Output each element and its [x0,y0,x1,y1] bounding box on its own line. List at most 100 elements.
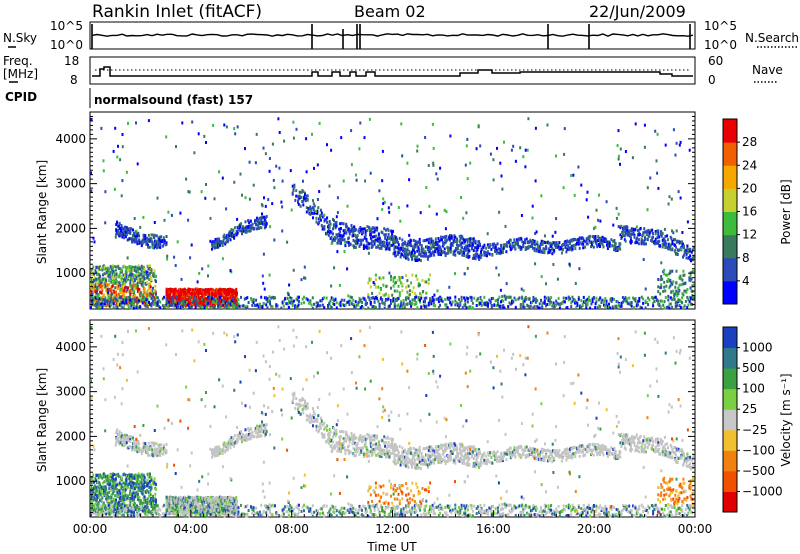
power-pixel [433,253,436,257]
power-pixel [611,305,614,309]
power-pixel [111,268,114,271]
power-pixel [156,196,159,200]
power-pixel [690,277,693,281]
power-pixel [659,292,662,296]
power-pixel [126,288,129,292]
velocity-pixel [108,501,111,505]
power-pixel [663,285,666,289]
power-pixel [340,221,343,225]
power-pixel [388,304,391,308]
power-pixel [543,249,546,253]
power-pixel [545,282,547,286]
power-pixel [136,272,139,276]
power-pixel [92,265,95,269]
power-pixel [175,305,178,309]
power-pixel [458,234,461,238]
power-pixel [540,239,543,243]
power-pixel [557,296,560,300]
velocity-pixel [97,476,100,480]
power-pixel [659,305,662,309]
power-pixel [625,297,628,301]
power-pixel [331,239,334,243]
power-pixel [410,304,413,308]
power-pixel [485,246,488,250]
power-pixel [195,299,198,302]
power-pixel [676,304,679,308]
power-pixel [175,145,177,149]
power-pixel [486,251,489,255]
power-pixel [458,298,460,301]
power-pixel [469,295,472,299]
power-pixel [392,229,394,233]
power-pixel [405,302,408,306]
power-pixel [419,283,421,287]
power-pixel [228,299,231,303]
power-pixel [531,300,534,304]
power-pixel [561,301,564,305]
power-pixel [615,306,618,310]
power-pixel [165,135,168,139]
power-pixel [186,303,188,307]
power-pixel [630,304,633,308]
power-pixel [532,306,535,310]
power-pixel [326,231,329,235]
power-pixel [304,199,307,203]
power-pixel [374,285,377,289]
power-pixel [482,245,485,249]
power-pixel [550,300,553,304]
power-pixel [144,234,147,238]
power-pixel [661,242,664,246]
power-pixel [362,306,365,310]
power-pixel [426,257,429,261]
power-pixel [674,250,677,254]
power-pixel [474,239,477,243]
power-pixel [126,256,129,260]
power-pixel [338,302,341,306]
power-pixel [312,206,314,210]
power-pixel [245,306,247,310]
velocity-pixel [102,501,105,505]
power-pixel [387,297,390,301]
power-pixel [692,295,695,299]
power-pixel [115,232,118,236]
power-pixel [519,305,522,309]
power-pixel [468,305,471,309]
power-pixel [643,242,646,246]
power-pixel [367,295,370,299]
power-pixel [536,305,539,308]
power-pixel [259,220,262,224]
power-pixel [690,302,692,306]
power-pixel [580,305,583,309]
power-pixel [223,288,226,292]
velocity-pixel [98,495,101,499]
power-pixel [636,236,639,240]
power-pixel [298,194,301,198]
power-pixel [339,233,342,237]
power-pixel [394,241,397,244]
power-pixel [422,247,425,251]
power-pixel [170,303,173,307]
power-pixel [652,296,655,300]
power-pixel [273,238,276,242]
power-pixel [169,303,172,307]
power-pixel [214,297,217,301]
power-pixel [146,297,149,301]
power-pixel [180,301,183,305]
power-pixel [419,298,421,302]
power-pixel [306,298,309,302]
power-pixel [466,252,469,256]
power-pixel [668,247,671,251]
power-pixel [649,230,652,234]
power-pixel [358,231,361,234]
power-pixel [551,252,554,256]
power-pixel [231,291,234,295]
power-pixel [134,298,137,302]
power-pixel [398,275,401,279]
power-pixel [133,236,136,240]
power-pixel [445,303,448,307]
power-pixel [679,274,682,278]
power-pixel [204,196,207,200]
power-pixel [326,216,329,220]
power-pixel [350,302,353,306]
velocity-pixel [98,481,101,485]
